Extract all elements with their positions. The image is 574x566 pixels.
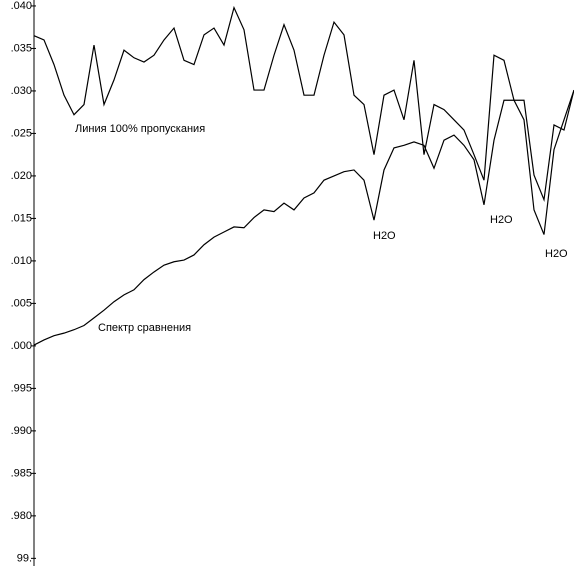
y-tick-label: .000	[11, 340, 32, 352]
y-tick-label: .995	[11, 382, 32, 394]
series-line	[33, 89, 574, 346]
annotation: H2O	[490, 214, 513, 226]
y-tick-label: .015	[11, 212, 32, 224]
y-tick-label: .030	[11, 85, 32, 97]
series-label: Спектр сравнения	[98, 322, 191, 334]
y-tick-label: .010	[11, 255, 32, 267]
y-tick-label: .025	[11, 127, 32, 139]
y-tick-label: .005	[11, 297, 32, 309]
y-tick-label: .985	[11, 467, 32, 479]
y-tick-label: .020	[11, 170, 32, 182]
series-label: Линия 100% пропускания	[75, 123, 205, 135]
y-tick-label: .040	[11, 0, 32, 12]
y-tick-label: .990	[11, 425, 32, 437]
series-line	[33, 5, 574, 203]
y-tick-label: 99.	[17, 552, 32, 564]
y-tick-label: .035	[11, 42, 32, 54]
annotation: H2O	[545, 248, 568, 260]
annotation: H2O	[373, 230, 396, 242]
y-tick-label: .980	[11, 510, 32, 522]
